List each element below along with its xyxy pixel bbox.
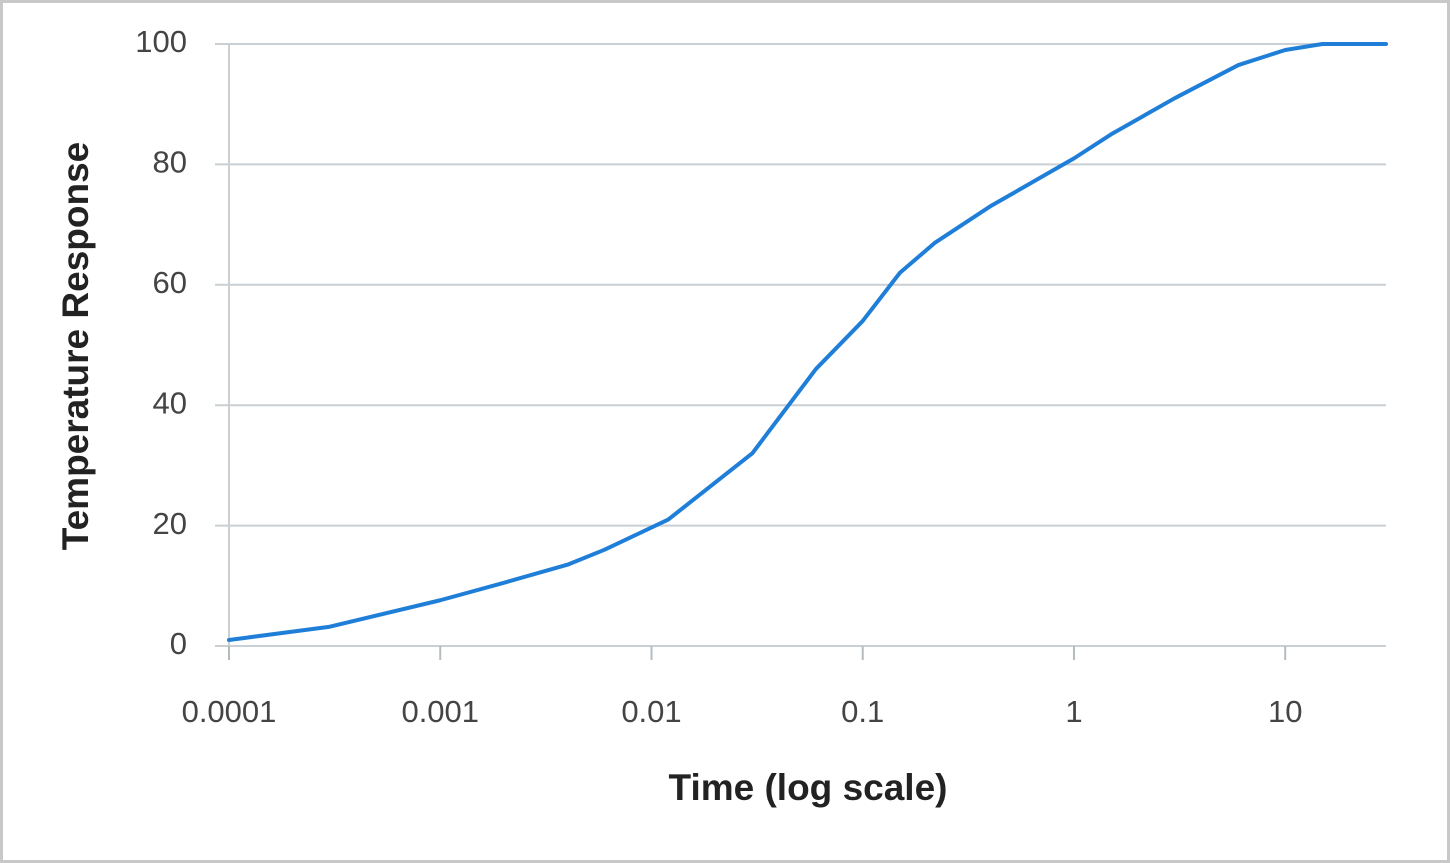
- y-tick-label: 100: [135, 24, 187, 59]
- x-tick-label: 0.0001: [182, 694, 277, 729]
- x-tick-label: 10: [1268, 694, 1302, 729]
- x-tick-label: 1: [1065, 694, 1082, 729]
- x-tick-label: 0.01: [621, 694, 681, 729]
- y-tick-label: 40: [153, 385, 187, 420]
- y-tick-label: 80: [153, 145, 187, 180]
- x-axis-title: Time (log scale): [669, 767, 948, 808]
- y-tick-label: 60: [153, 265, 187, 300]
- y-tick-label: 20: [153, 506, 187, 541]
- line: [227, 42, 1388, 642]
- y-tick-label: 0: [170, 626, 187, 661]
- x-tick-label: 0.001: [401, 694, 479, 729]
- x-tick-label: 0.1: [841, 694, 884, 729]
- y-axis-title: Temperature Response: [55, 142, 96, 551]
